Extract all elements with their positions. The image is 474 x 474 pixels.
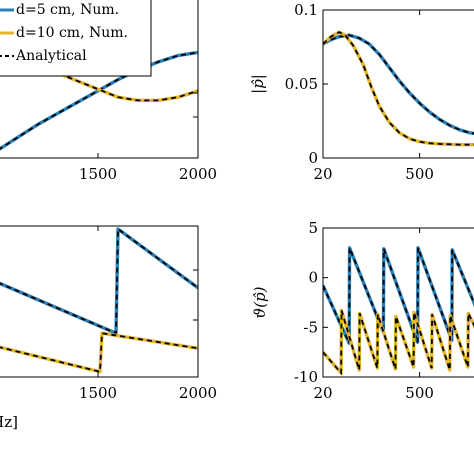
y-axis-label: |p̂|	[249, 74, 267, 94]
analytical-line	[0, 227, 198, 335]
y-tick-label: -5	[303, 318, 318, 336]
legend-entry: d=10 cm, Num.	[16, 25, 128, 41]
y-tick-label: 0	[308, 269, 318, 287]
y-tick-label: -10	[294, 368, 318, 386]
panel-br: 20 500 -10 -5 0 5 ϑ(p̂)	[251, 219, 474, 402]
x-tick-label: 1500	[79, 384, 117, 402]
series-blue-line	[0, 227, 198, 335]
legend-entry: d=5 cm, Num.	[16, 2, 119, 18]
analytical-line	[0, 58, 198, 102]
series-yellow-line	[0, 331, 198, 374]
x-tick-label: 20	[313, 165, 332, 183]
y-axis-label: ϑ(p̂)	[251, 286, 269, 318]
legend: d=5 cm, Num. d=10 cm, Num. Analytical	[0, 0, 152, 77]
panel-bl: 1500 2000 Hz]	[0, 225, 217, 431]
panel-tl: 1500 2000 d=5 cm, Num. d=10 cm, Num. Analyti…	[0, 0, 217, 183]
x-tick-label: 1500	[79, 165, 117, 183]
legend-box	[0, 0, 152, 77]
y-tick-label: 0.1	[294, 1, 318, 19]
x-tick-label: 20	[313, 384, 332, 402]
y-tick-label: 0.05	[285, 75, 318, 93]
axes-box	[322, 227, 474, 378]
x-axis-label: Hz]	[0, 413, 18, 431]
x-tick-label: 2000	[179, 165, 217, 183]
x-tick-label: 500	[405, 165, 434, 183]
series-blue-line	[323, 33, 474, 136]
analytical-line	[0, 332, 198, 373]
analytical-line	[323, 247, 474, 344]
x-tick-label: 2000	[179, 384, 217, 402]
panel-tr: 20 500 0 0.05 0.1 |p̂|	[249, 1, 474, 183]
x-tick-label: 500	[405, 384, 434, 402]
series-yellow-line	[323, 30, 474, 147]
y-tick-label: 0	[308, 149, 318, 167]
axes-box	[322, 9, 474, 159]
y-tick-label: 5	[308, 219, 318, 237]
analytical-line	[0, 51, 198, 150]
series-yellow-line	[323, 308, 474, 375]
analytical-line	[323, 34, 474, 135]
legend-entry: Analytical	[15, 48, 87, 64]
